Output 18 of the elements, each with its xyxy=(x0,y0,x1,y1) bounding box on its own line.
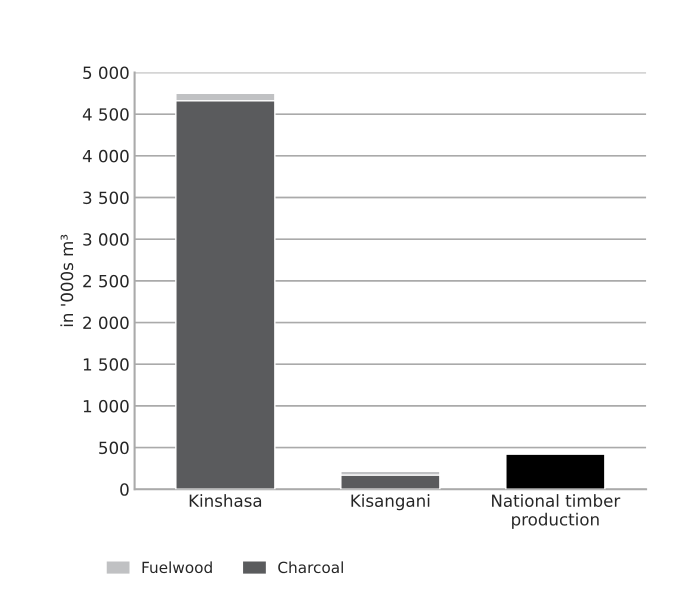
y-tick-label: 3 500 xyxy=(83,191,129,204)
x-tick-label: Kinshasa xyxy=(190,494,262,507)
legend-label: Fuelwood xyxy=(142,561,212,574)
y-tick-label: 2 500 xyxy=(83,274,129,288)
y-tick-label: 1 500 xyxy=(84,358,129,371)
y-tick-label: 0 xyxy=(120,483,129,496)
y-tick-label: 1 000 xyxy=(84,400,129,412)
x-tick-label: National timber production xyxy=(492,494,620,529)
y-tick-label: 2 000 xyxy=(83,316,129,330)
y-tick-label: 3 000 xyxy=(83,233,129,246)
y-tick-label: 4 000 xyxy=(82,150,129,162)
x-tick-label: Kisangani xyxy=(351,494,430,510)
bar xyxy=(505,454,606,490)
legend-label: Charcoal xyxy=(278,561,343,574)
y-tick-label: 500 xyxy=(99,442,129,454)
y-tick-label: 5 000 xyxy=(83,66,129,80)
y-axis-title: in '000s m³ xyxy=(60,234,74,326)
y-tick-label: 4 500 xyxy=(82,108,129,121)
